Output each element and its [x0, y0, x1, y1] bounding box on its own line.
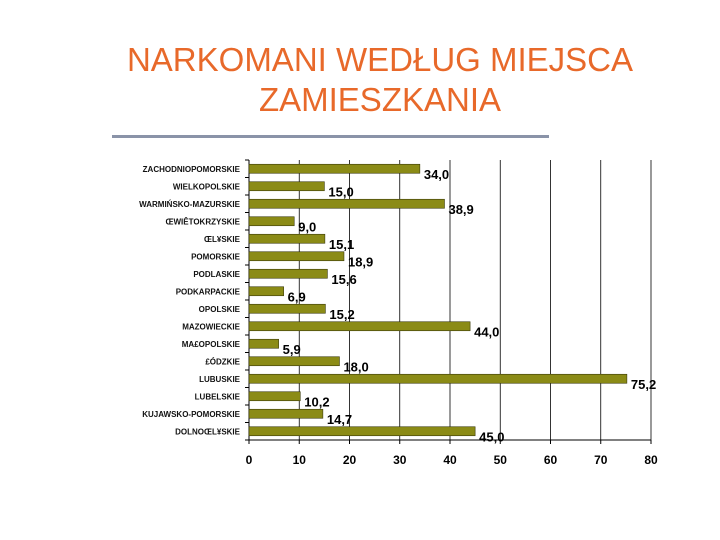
bar — [248, 356, 340, 367]
data-label: 75,2 — [631, 377, 656, 392]
category-label: PODLASKIE — [193, 270, 240, 279]
data-label: 45,0 — [479, 429, 504, 444]
category-label: LUBUSKIE — [199, 375, 241, 384]
category-label: LUBELSKIE — [195, 392, 241, 401]
category-label: POMORSKIE — [191, 252, 241, 261]
bar — [248, 198, 445, 209]
category-label: MA£OPOLSKIE — [182, 340, 241, 349]
bar — [248, 321, 471, 332]
bar — [248, 286, 284, 297]
category-label: DOLNOŒL¥SKIE — [175, 427, 241, 436]
data-label: 18,9 — [348, 254, 373, 269]
x-tick-label: 40 — [443, 453, 457, 467]
category-label: WIELKOPOLSKIE — [173, 182, 241, 191]
slide-title: NARKOMANI WEDŁUG MIEJSCA ZAMIESZKANIA — [60, 40, 700, 120]
category-label: KUJAWSKO-POMORSKIE — [142, 410, 240, 419]
bar — [248, 408, 324, 419]
bar — [248, 163, 421, 174]
bar — [248, 268, 328, 279]
bar — [248, 181, 325, 192]
slide-title-line-1: NARKOMANI WEDŁUG MIEJSCA — [126, 41, 634, 78]
data-label: 5,9 — [283, 342, 301, 357]
bar — [248, 391, 301, 402]
category-label: OPOLSKIE — [199, 305, 241, 314]
x-tick-label: 80 — [644, 453, 658, 467]
category-label: MAZOWIECKIE — [182, 322, 240, 331]
x-tick-label: 60 — [544, 453, 558, 467]
category-label: PODKARPACKIE — [176, 287, 241, 296]
data-label: 44,0 — [474, 324, 499, 339]
bar — [248, 373, 628, 384]
x-tick-label: 20 — [343, 453, 357, 467]
data-label: 18,0 — [343, 359, 368, 374]
bar — [248, 233, 326, 244]
data-label: 15,1 — [329, 237, 354, 252]
data-label: 14,7 — [327, 412, 352, 427]
category-label: ŒL¥SKIE — [204, 235, 241, 244]
slide-title-line-2: ZAMIESZKANIA — [258, 81, 502, 118]
bar — [248, 338, 279, 349]
bar — [248, 251, 345, 262]
data-label: 9,0 — [298, 219, 316, 234]
data-label: 15,6 — [331, 272, 356, 287]
x-tick-label: 50 — [494, 453, 508, 467]
category-label: £ÓDZKIE — [205, 357, 240, 366]
data-label: 6,9 — [288, 289, 306, 304]
category-label: WARMIŃSKO-MAZURSKIE — [139, 200, 241, 209]
bar — [248, 216, 295, 227]
bar — [248, 426, 476, 437]
category-label: ZACHODNIOPOMORSKIE — [143, 165, 241, 174]
x-tick-label: 10 — [293, 453, 307, 467]
data-label: 15,0 — [328, 184, 353, 199]
data-label: 15,2 — [329, 307, 354, 322]
category-label: ŒWIÊTOKRZYSKIE — [165, 217, 240, 226]
data-label: 34,0 — [424, 167, 449, 182]
data-label: 38,9 — [448, 202, 473, 217]
x-tick-label: 30 — [393, 453, 407, 467]
x-tick-label: 0 — [246, 453, 253, 467]
title-divider — [112, 135, 549, 138]
data-label: 10,2 — [304, 394, 329, 409]
x-tick-label: 70 — [594, 453, 608, 467]
bar — [248, 303, 326, 314]
